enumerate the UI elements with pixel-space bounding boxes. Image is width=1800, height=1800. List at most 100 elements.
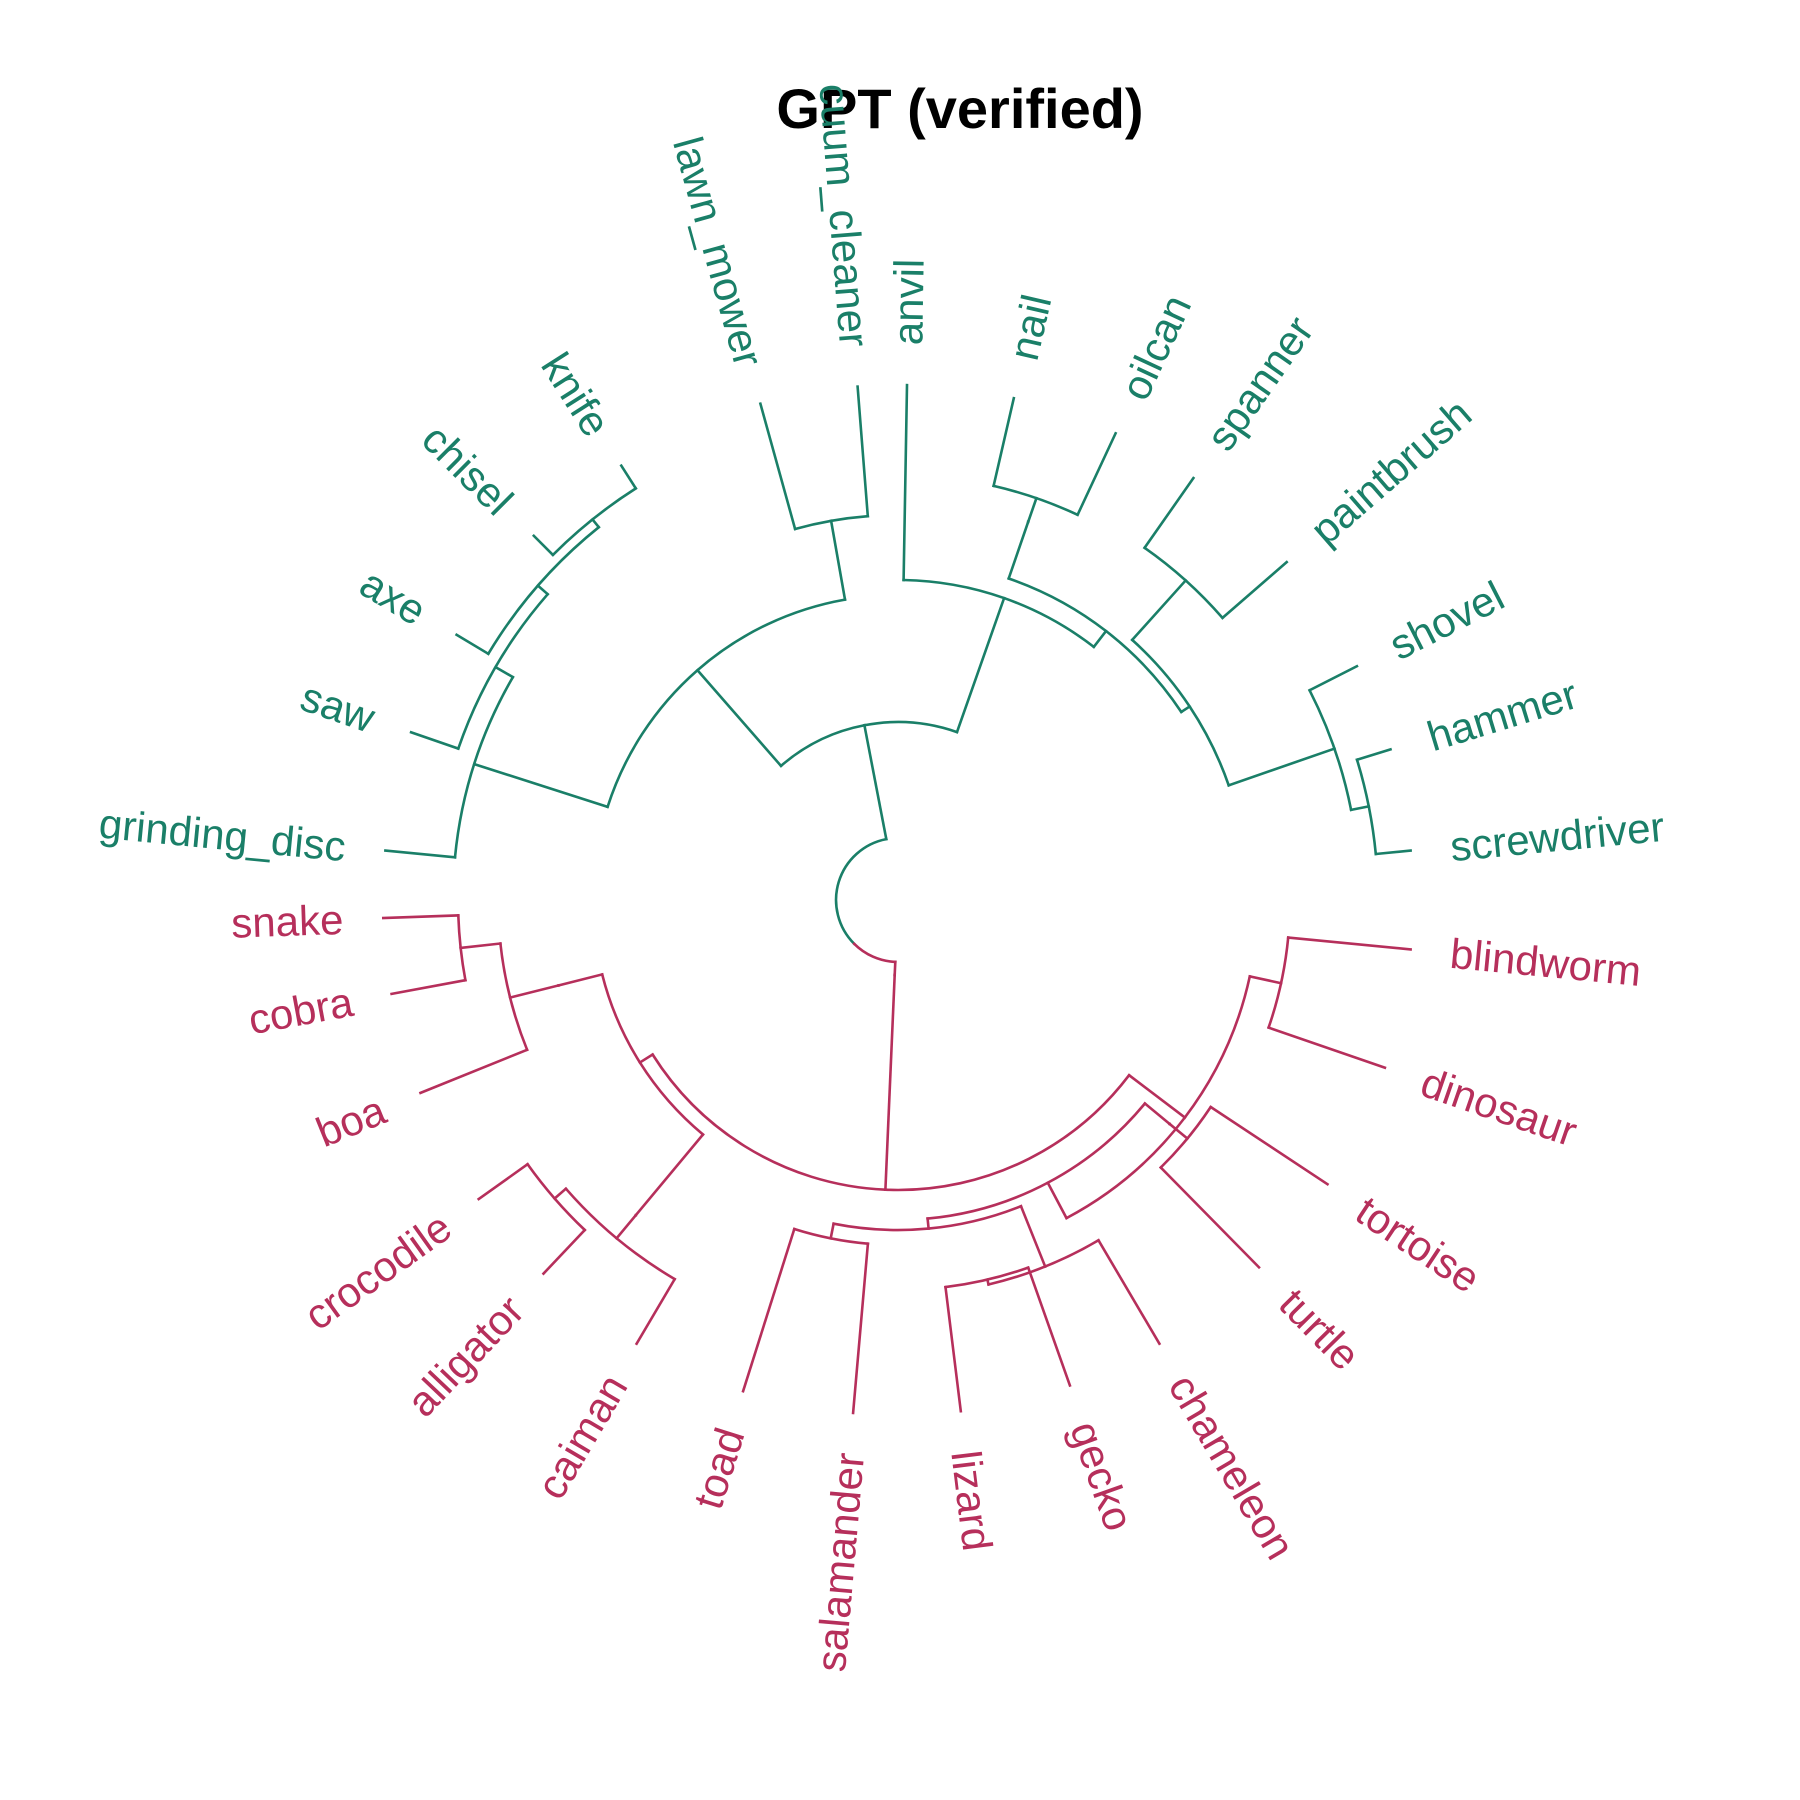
leaf-branch [383,849,457,859]
leaf-branch [992,396,1016,488]
leaf-label-knife: knife [532,344,619,444]
leaf-label-paintbrush: paintbrush [1301,389,1480,553]
branch-link [955,596,1006,734]
branch-link [1227,746,1337,787]
leaf-label-anvil: anvil [884,258,933,345]
leaf-branch [390,978,467,996]
leaf-branch [1307,664,1359,693]
leaf-label-boa: boa [310,1086,393,1156]
root-arc-tools [834,837,888,946]
branch-link [552,1186,568,1201]
branch-link [633,1132,705,1218]
leaf-label-nail: nail [1000,290,1061,364]
dendrogram-branches [381,383,1413,1415]
branch-link [508,983,561,1000]
leaf-label-blindworm: blindworm [1448,930,1643,995]
root-stem-tools [862,723,888,841]
leaf-label-spanner: spanner [1197,308,1323,459]
leaf-branch [902,383,909,582]
branch-arc [1266,936,1290,1030]
branch-arc [1158,1105,1213,1170]
branch-arc [832,1204,1023,1232]
branch-arc [793,514,870,531]
branch-link [1130,578,1188,642]
leaf-label-crocodile: crocodile [296,1203,460,1339]
leaf-branch [619,463,638,491]
leaf-branch [418,1048,529,1095]
leaf-branch [944,1285,963,1413]
branch-arc [902,578,1096,649]
branch-link [1143,1101,1172,1126]
leaf-branch [1075,431,1118,517]
branch-link [1019,1204,1047,1269]
leaf-label-grinding-disc: grinding_disc [97,800,348,871]
branch-arc [1130,638,1231,787]
leaf-label-caiman: caiman [527,1366,636,1507]
leaf-label-tortoise: tortoise [1348,1187,1489,1302]
branch-link [1349,804,1371,812]
leaf-branch [1142,476,1196,550]
leaf-branch [541,1228,587,1276]
branch-link [695,668,783,768]
leaf-label-screwdriver: screwdriver [1448,803,1666,870]
leaf-label-turtle: turtle [1270,1279,1369,1379]
leaf-branch [1026,1265,1072,1388]
leaf-branch [531,533,555,557]
leaf-label-axe: axe [352,559,434,634]
root-arc-reptiles [852,941,897,964]
branch-link [536,583,550,597]
branch-arc [600,972,705,1137]
branch-arc [564,1186,677,1281]
branch-link [472,762,610,809]
leaf-label-hammer: hammer [1422,670,1583,760]
leaf-branch [758,402,797,531]
branch-link [1007,520,1030,581]
leaf-branch [1355,747,1393,762]
leaf-label-lizard: lizard [942,1448,1001,1553]
leaf-branch [634,1277,677,1346]
branch-arc [605,598,847,809]
leaf-branch [1096,1238,1162,1346]
leaf-branch [1266,1025,1387,1070]
branch-link [1091,629,1108,649]
leaf-label-alligator: alligator [398,1286,533,1425]
leaf-label-cobra: cobra [245,978,357,1043]
branch-arc [1064,974,1252,1220]
leaf-branch [1286,936,1413,951]
leaf-branch [454,633,491,656]
leaf-label-gecko: gecko [1061,1415,1143,1536]
branch-link [1127,1073,1187,1120]
leaf-label-shovel: shovel [1382,572,1512,669]
branch-arc [525,1162,587,1232]
branch-link [493,665,515,679]
leaf-label-chameleon: chameleon [1159,1366,1304,1567]
branch-arc [992,484,1080,517]
leaf-label-saw: saw [295,673,382,742]
leaf-branch [381,914,460,920]
leaf-branch [476,1162,530,1201]
branch-arc [1355,758,1378,856]
leaf-branch [1374,849,1413,856]
leaf-label-snake: snake [230,896,344,947]
leaf-branch [741,1227,796,1393]
branch-arc [944,1265,1030,1289]
branch-link [614,1213,638,1241]
branch-arc [926,1101,1147,1221]
leaf-label-salamander: salamander [807,1451,873,1674]
branch-arc [486,525,601,656]
branch-arc [986,1238,1101,1287]
branch-link [829,519,847,602]
leaf-branch [409,730,460,751]
branch-link [1179,704,1192,714]
branch-arc [792,1227,870,1246]
branch-arc [650,1052,1131,1192]
leaf-branch [1220,560,1289,620]
branch-arc [453,675,515,859]
branch-link [557,972,604,987]
leaf-label-dinosaur: dinosaur [1415,1058,1583,1155]
branch-arc [1142,545,1225,620]
leaf-label-chisel: chisel [413,415,522,524]
root-stem-reptiles [893,960,897,977]
